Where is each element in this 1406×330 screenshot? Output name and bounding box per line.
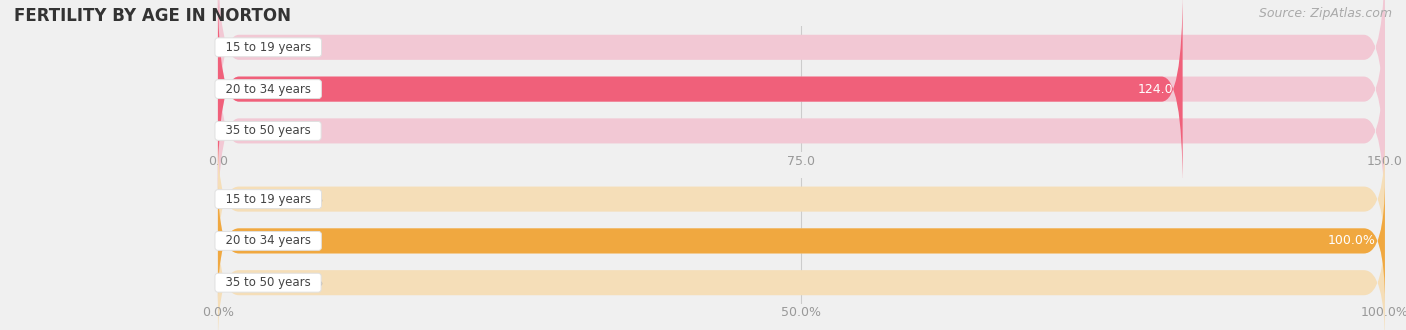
Text: 35 to 50 years: 35 to 50 years [218,124,318,137]
Text: 0.0: 0.0 [291,124,312,137]
Text: 0.0%: 0.0% [291,193,323,206]
Text: FERTILITY BY AGE IN NORTON: FERTILITY BY AGE IN NORTON [14,7,291,25]
Text: 15 to 19 years: 15 to 19 years [218,193,319,206]
FancyBboxPatch shape [218,0,1182,189]
FancyBboxPatch shape [218,136,1385,262]
Text: 0.0%: 0.0% [291,276,323,289]
Text: 35 to 50 years: 35 to 50 years [218,276,318,289]
Text: 20 to 34 years: 20 to 34 years [218,234,318,248]
FancyBboxPatch shape [218,31,1385,231]
Text: 15 to 19 years: 15 to 19 years [218,41,319,54]
FancyBboxPatch shape [218,0,1385,189]
Text: 124.0: 124.0 [1137,82,1173,96]
Text: 100.0%: 100.0% [1327,234,1375,248]
FancyBboxPatch shape [218,220,1385,330]
Text: 0.0: 0.0 [291,41,312,54]
Text: 20 to 34 years: 20 to 34 years [218,82,318,96]
FancyBboxPatch shape [218,178,1385,304]
FancyBboxPatch shape [218,178,1385,304]
Text: Source: ZipAtlas.com: Source: ZipAtlas.com [1258,7,1392,19]
FancyBboxPatch shape [218,0,1385,148]
